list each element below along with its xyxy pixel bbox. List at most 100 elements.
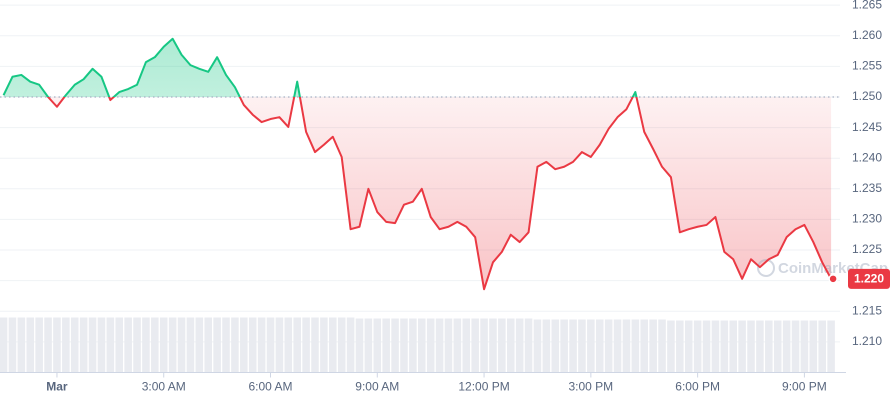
volume-bar	[818, 320, 826, 373]
price-line-up	[2, 37, 638, 97]
volume-bar	[168, 317, 177, 373]
volume-bar	[765, 320, 773, 373]
volume-bar	[35, 317, 43, 373]
volume-bar	[684, 320, 693, 373]
volume-bar	[248, 317, 257, 373]
x-tick-label: 6:00 AM	[248, 380, 292, 394]
volume-bar	[17, 317, 26, 373]
volume-bar	[133, 317, 141, 373]
area-down	[48, 96, 832, 290]
volume-bar	[631, 319, 640, 373]
y-tick-label: 1.215	[852, 303, 882, 317]
volume-bar	[26, 317, 35, 373]
volume-bar	[578, 319, 586, 373]
volume-bar	[595, 319, 604, 373]
x-tick-label: 12:00 PM	[458, 380, 509, 394]
volume-bar	[604, 319, 613, 373]
current-price-dot	[828, 274, 838, 284]
volume-bar	[453, 318, 462, 373]
volume-bar	[506, 318, 515, 373]
volume-bar	[115, 317, 124, 373]
y-tick-label: 1.230	[852, 212, 882, 226]
volume-bar	[124, 317, 132, 373]
volume-bar	[346, 317, 355, 373]
area-layer	[3, 38, 832, 290]
y-tick-label: 1.210	[852, 334, 882, 348]
y-tick-label: 1.235	[852, 181, 882, 195]
volume-bar	[142, 317, 150, 373]
volume-bar	[320, 317, 328, 373]
volume-bar	[231, 317, 239, 373]
volume-layer	[0, 317, 835, 373]
volume-bar	[720, 320, 729, 373]
volume-bar	[70, 317, 79, 373]
volume-bar	[62, 317, 70, 373]
volume-bar	[498, 318, 506, 373]
y-tick-label: 1.255	[852, 59, 882, 73]
volume-bar	[649, 319, 657, 373]
volume-bar	[391, 318, 399, 373]
volume-bar	[667, 320, 675, 373]
volume-bar	[364, 318, 373, 373]
volume-bar	[827, 320, 835, 373]
volume-bar	[257, 317, 266, 373]
volume-bar	[311, 317, 319, 373]
volume-bar	[640, 319, 649, 373]
volume-bar	[658, 319, 666, 373]
volume-bar	[569, 319, 577, 373]
x-tick-label: 9:00 AM	[355, 380, 399, 394]
volume-bar	[729, 320, 738, 373]
volume-bar	[551, 319, 560, 373]
x-tick-label: 3:00 AM	[142, 380, 186, 394]
volume-bar	[702, 320, 711, 373]
volume-bar	[186, 317, 195, 373]
x-tick-label: 6:00 PM	[675, 380, 720, 394]
volume-bar	[480, 318, 488, 373]
volume-bar	[747, 320, 755, 373]
y-tick-label: 1.265	[852, 0, 882, 11]
volume-bar	[471, 318, 479, 373]
volume-bar	[800, 320, 809, 373]
volume-bar	[809, 320, 818, 373]
volume-bar	[782, 320, 791, 373]
volume-bar	[756, 320, 764, 373]
y-tick-label: 1.240	[852, 150, 882, 164]
volume-bar	[266, 317, 275, 373]
volume-bar	[204, 317, 213, 373]
volume-bar	[587, 319, 595, 373]
volume-bar	[151, 317, 159, 373]
volume-bar	[738, 320, 746, 373]
volume-bar	[302, 317, 310, 373]
volume-bar	[711, 320, 720, 373]
volume-bar	[159, 317, 168, 373]
volume-bar	[106, 317, 115, 373]
y-tick-label: 1.225	[852, 242, 882, 256]
volume-bar	[79, 317, 88, 373]
volume-bar	[791, 320, 800, 373]
volume-bar	[53, 317, 61, 373]
volume-bar	[337, 317, 346, 373]
volume-bar	[693, 320, 702, 373]
volume-bar	[0, 317, 8, 373]
volume-bar	[275, 317, 284, 373]
volume-bar	[373, 318, 382, 373]
volume-bar	[417, 318, 426, 373]
volume-bar	[542, 319, 551, 373]
volume-bar	[676, 320, 684, 373]
volume-bar	[88, 317, 97, 373]
volume-bar	[355, 318, 364, 373]
volume-bar	[489, 318, 497, 373]
area-up	[3, 38, 832, 97]
volume-bar	[622, 319, 631, 373]
volume-bar	[560, 319, 568, 373]
volume-bar	[195, 317, 204, 373]
watermark-logo	[757, 259, 775, 277]
volume-bar	[773, 320, 782, 373]
price-line-down	[46, 96, 832, 291]
volume-bar	[293, 317, 301, 373]
volume-bar	[240, 317, 248, 373]
volume-bar	[444, 318, 453, 373]
volume-bar	[435, 318, 444, 373]
